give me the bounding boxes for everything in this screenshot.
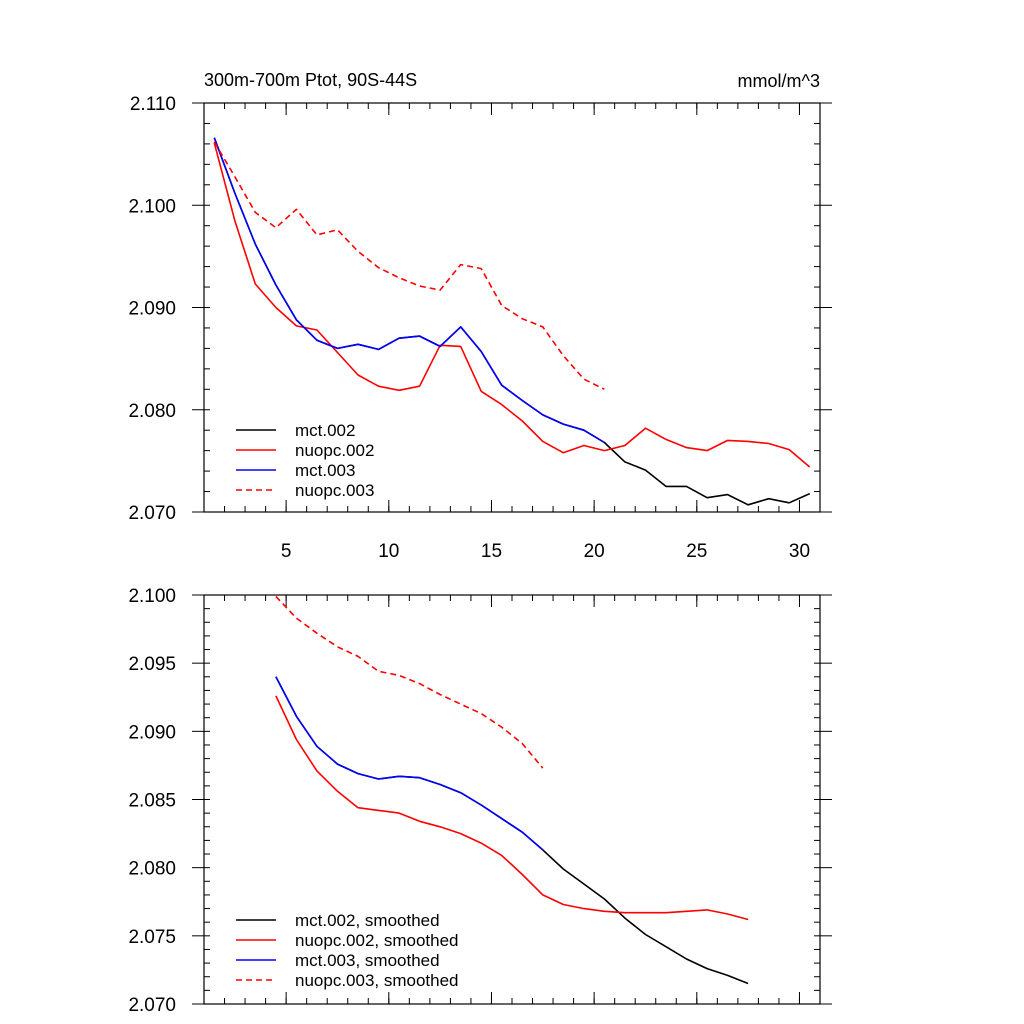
units-label: mmol/m^3 bbox=[738, 71, 820, 91]
x-tick-label: 5 bbox=[281, 541, 292, 562]
x-tick-label: 15 bbox=[481, 541, 502, 562]
chart-title: 300m-700m Ptot, 90S-44S bbox=[204, 70, 417, 90]
x-tick-label: 30 bbox=[789, 541, 810, 562]
series-line-nuopc-003 bbox=[213, 141, 605, 391]
y-tick-label: 2.070 bbox=[128, 503, 176, 524]
y-tick-label: 2.090 bbox=[128, 299, 176, 320]
y-tick-label: 2.100 bbox=[128, 196, 176, 217]
y-tick-label: 2.100 bbox=[128, 586, 176, 607]
y-tick-label: 2.075 bbox=[128, 927, 176, 948]
y-tick-label: 2.080 bbox=[128, 401, 176, 422]
series-line-mct-003 bbox=[213, 137, 605, 444]
series-lines bbox=[275, 595, 749, 985]
legend-label: nuopc.003 bbox=[295, 481, 374, 500]
x-tick-label: 25 bbox=[686, 541, 707, 562]
y-tick-label: 2.110 bbox=[130, 94, 176, 115]
series-lines bbox=[213, 137, 811, 506]
legend-label: nuopc.002 bbox=[295, 441, 374, 460]
legend-label: mct.003, smoothed bbox=[295, 951, 440, 970]
x-tick-label: 10 bbox=[378, 541, 399, 562]
legend-label: mct.003 bbox=[295, 461, 355, 480]
y-tick-label: 2.080 bbox=[128, 859, 176, 880]
y-tick-label: 2.085 bbox=[128, 791, 176, 812]
y-tick-label: 2.095 bbox=[128, 654, 176, 675]
bottom-panel: 2.070 2.075 2.080 2.085 2.090 2.095 2.100 mct.0… bbox=[128, 586, 832, 1016]
x-tick-label: 20 bbox=[584, 541, 605, 562]
legend-label: nuopc.003, smoothed bbox=[295, 971, 459, 990]
y-tick-label: 2.090 bbox=[128, 722, 176, 743]
series-line-mct-003-smoothed bbox=[275, 676, 544, 851]
legend-label: nuopc.002, smoothed bbox=[295, 931, 459, 950]
series-line-nuopc-002-smoothed bbox=[275, 695, 749, 921]
series-line-nuopc-003-smoothed bbox=[275, 595, 544, 769]
legend-label: mct.002 bbox=[295, 421, 355, 440]
y-tick-label: 2.070 bbox=[128, 995, 176, 1016]
legend-label: mct.002, smoothed bbox=[295, 911, 440, 930]
top-panel: 300m-700m Ptot, 90S-44S mmol/m^3 5 10 15 20… bbox=[128, 70, 832, 562]
series-line-nuopc-002 bbox=[213, 142, 811, 468]
